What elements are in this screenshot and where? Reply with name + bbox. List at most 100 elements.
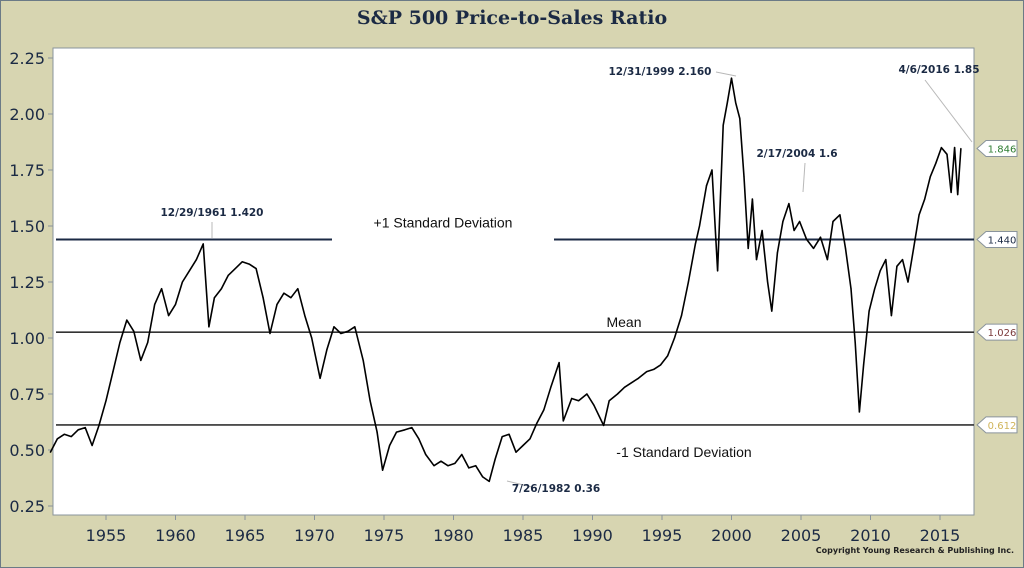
data-point [901, 259, 904, 261]
data-point [522, 444, 524, 447]
data-point [854, 341, 856, 344]
data-point [562, 420, 564, 422]
data-point [297, 288, 299, 290]
data-point [918, 214, 920, 216]
data-point [862, 364, 865, 366]
data-point [755, 259, 758, 261]
data-point [494, 458, 496, 460]
data-point [126, 319, 128, 321]
data-point [362, 359, 364, 361]
data-point [234, 267, 236, 270]
data-point [447, 465, 449, 467]
data-point [220, 288, 222, 290]
data-point [747, 247, 749, 249]
data-point [896, 265, 898, 267]
data-point [269, 332, 271, 335]
annotation-leader [715, 71, 737, 77]
annotation-label: 2/17/2004 1.6 [756, 148, 837, 160]
y-tick-label: 1.75 [9, 161, 45, 180]
data-point [907, 281, 909, 283]
data-point [637, 377, 639, 379]
data-point [717, 270, 719, 272]
y-tick-label: 0.50 [9, 441, 45, 460]
data-point [812, 247, 815, 249]
data-point [290, 297, 292, 299]
data-point [819, 236, 822, 238]
data-point [91, 444, 93, 447]
data-point [369, 400, 371, 402]
data-point [161, 288, 163, 290]
y-tick-label: 1.50 [9, 217, 45, 236]
data-point [950, 191, 952, 193]
right-axis-markers: 1.846 1.440 1.026 0.612 [976, 139, 1018, 434]
data-point [558, 362, 560, 364]
data-point [771, 310, 773, 312]
data-point [960, 147, 962, 150]
data-point [940, 147, 942, 149]
value-marker-label: 1.026 [988, 328, 1017, 339]
data-point [623, 386, 626, 388]
reference-line-label: +1 Standard Deviation [374, 214, 513, 230]
data-point [687, 281, 690, 283]
data-point [874, 288, 876, 290]
data-point [885, 259, 887, 261]
x-tick-label: 1995 [642, 526, 683, 545]
data-point [283, 292, 285, 294]
data-point [608, 400, 610, 402]
x-tick-label: 1970 [294, 526, 335, 545]
data-point [262, 297, 264, 299]
data-point [929, 176, 931, 178]
x-tick-label: 1975 [364, 526, 405, 545]
y-axis: 0.25 0.50 0.75 1.00 1.25 1.50 1.75 2.00 2.25 [9, 49, 53, 516]
data-point [311, 337, 313, 339]
data-point [333, 326, 335, 328]
data-point [805, 238, 808, 241]
data-point [666, 355, 669, 357]
data-point [119, 341, 121, 344]
value-marker-label: 1.846 [988, 144, 1017, 155]
value-marker-label: 0.612 [988, 421, 1017, 432]
data-point [730, 77, 733, 79]
data-point [501, 435, 503, 438]
data-point [340, 332, 342, 335]
data-point [743, 176, 745, 178]
data-point [711, 169, 713, 171]
annotation-leader [924, 79, 973, 143]
data-point [395, 431, 398, 433]
data-point [354, 326, 356, 328]
data-point [788, 203, 790, 205]
data-point [49, 451, 52, 453]
x-tick-label: 1990 [572, 526, 613, 545]
label-gap [332, 237, 554, 242]
data-point [603, 424, 605, 426]
x-tick-label: 1965 [225, 526, 266, 545]
data-point [174, 303, 177, 305]
data-point [839, 214, 841, 216]
data-point [536, 422, 538, 424]
data-point [776, 252, 778, 254]
data-point [195, 259, 197, 261]
data-point [188, 270, 190, 272]
data-point [673, 337, 676, 339]
value-marker-box [976, 230, 1018, 248]
data-point [767, 281, 769, 283]
y-tick-label: 2.25 [9, 49, 45, 68]
data-point [482, 476, 484, 478]
reference-line-label: Mean [606, 314, 641, 330]
data-point [133, 330, 135, 332]
annotations: 12/29/1961 1.420 12/31/1999 2.160 2/17/200… [161, 64, 980, 495]
data-point [722, 124, 724, 126]
data-point [167, 315, 170, 317]
data-point [304, 315, 306, 317]
data-point [241, 261, 243, 263]
x-tick-label: 2015 [920, 526, 961, 545]
annotation-leader [506, 480, 533, 488]
data-point [799, 220, 801, 223]
data-point [508, 433, 510, 435]
data-point [440, 460, 442, 462]
x-axis: 1955 1960 1965 1970 1975 1980 1985 1990 1995 2000… [86, 515, 961, 545]
data-point [248, 263, 250, 265]
data-point [454, 462, 456, 465]
data-point [630, 382, 633, 384]
